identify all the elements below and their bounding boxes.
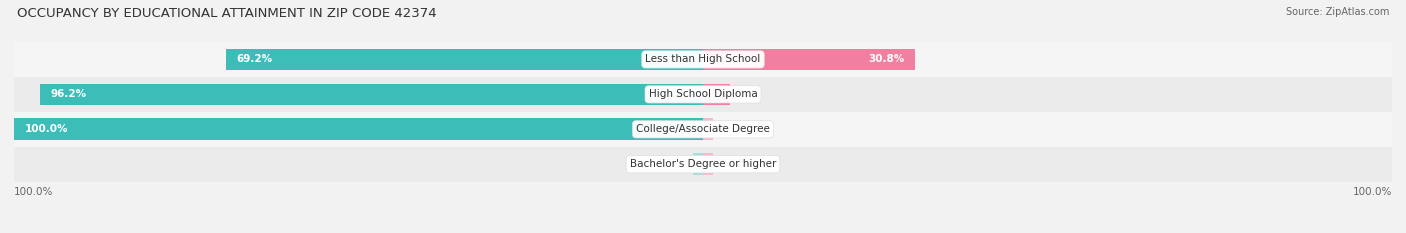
Bar [703,49,915,70]
Text: 30.8%: 30.8% [869,55,905,64]
Text: 100.0%: 100.0% [14,187,53,197]
Bar [703,153,713,175]
Text: 69.2%: 69.2% [236,55,273,64]
Text: 0.0%: 0.0% [720,124,749,134]
Text: Bachelor's Degree or higher: Bachelor's Degree or higher [630,159,776,169]
Bar [14,147,1392,182]
Legend: Owner-occupied, Renter-occupied: Owner-occupied, Renter-occupied [583,230,823,233]
Text: Less than High School: Less than High School [645,55,761,64]
Bar [14,77,1392,112]
Text: College/Associate Degree: College/Associate Degree [636,124,770,134]
Text: 0.0%: 0.0% [720,159,749,169]
Text: Source: ZipAtlas.com: Source: ZipAtlas.com [1285,7,1389,17]
Bar [693,153,703,175]
Text: 100.0%: 100.0% [1353,187,1392,197]
Bar [703,118,713,140]
Text: 96.2%: 96.2% [51,89,87,99]
Text: 100.0%: 100.0% [24,124,67,134]
Bar [703,83,730,105]
Text: 3.9%: 3.9% [720,89,749,99]
Bar [14,42,1392,77]
Bar [14,118,703,140]
Bar [226,49,703,70]
Text: High School Diploma: High School Diploma [648,89,758,99]
Bar [14,112,1392,147]
Text: OCCUPANCY BY EDUCATIONAL ATTAINMENT IN ZIP CODE 42374: OCCUPANCY BY EDUCATIONAL ATTAINMENT IN Z… [17,7,436,20]
Text: 0.0%: 0.0% [657,159,686,169]
Bar [41,83,703,105]
